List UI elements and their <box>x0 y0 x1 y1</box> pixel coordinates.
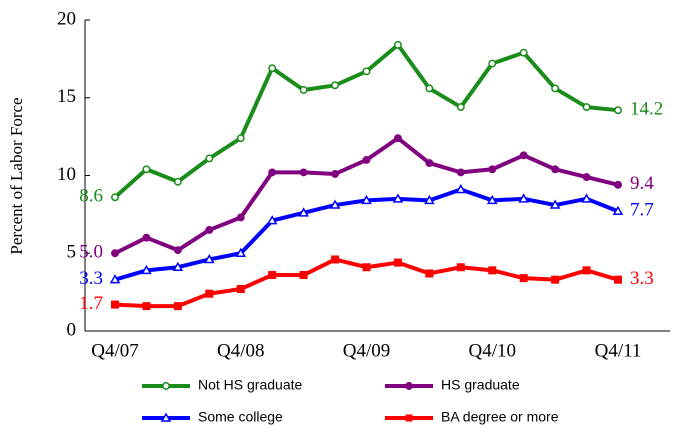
data-point <box>205 225 214 234</box>
x-tick-label: Q4/08 <box>217 340 265 361</box>
data-point <box>393 134 402 143</box>
data-point <box>393 258 402 267</box>
data-point <box>173 246 182 255</box>
data-point <box>299 271 308 280</box>
legend-label: HS graduate <box>441 377 520 393</box>
data-label: 8.6 <box>79 186 103 207</box>
y-tick-label: 20 <box>57 8 76 29</box>
data-point <box>299 86 308 94</box>
x-tick-label: Q4/09 <box>343 340 391 361</box>
data-point <box>519 274 528 283</box>
data-point <box>362 67 371 76</box>
data-point <box>173 177 182 186</box>
data-point <box>173 302 182 311</box>
data-point <box>488 59 497 68</box>
data-point <box>298 207 309 217</box>
data-point <box>362 156 371 164</box>
data-point <box>111 249 119 258</box>
legend-label: Not HS graduate <box>198 377 302 393</box>
data-point <box>425 84 434 93</box>
y-tick-label: 5 <box>67 242 77 263</box>
data-point <box>614 180 622 189</box>
data-point <box>142 233 151 242</box>
data-point <box>236 134 245 143</box>
y-axis-label: Percent of Labor Force <box>7 97 26 254</box>
data-point <box>551 275 560 284</box>
legend-label: BA degree or more <box>441 409 559 425</box>
x-tick-label: Q4/11 <box>595 340 642 361</box>
data-point <box>268 168 277 177</box>
data-label: 3.3 <box>79 268 103 289</box>
data-point <box>393 40 402 49</box>
data-point <box>329 199 341 209</box>
data-point <box>362 263 371 272</box>
data-point <box>519 48 528 57</box>
data-point <box>109 274 121 284</box>
data-point <box>488 266 497 275</box>
data-label: 1.7 <box>79 293 103 314</box>
data-point <box>236 285 245 294</box>
data-point <box>172 261 184 271</box>
data-point <box>612 205 624 216</box>
data-point <box>581 193 592 203</box>
y-tick-label: 15 <box>57 86 76 107</box>
data-point <box>299 168 308 177</box>
data-point <box>456 103 465 112</box>
data-point <box>425 269 434 278</box>
data-point <box>361 194 372 205</box>
data-label: 7.7 <box>630 200 654 221</box>
data-point <box>582 266 591 275</box>
data-point <box>549 199 561 209</box>
data-point <box>582 173 591 182</box>
x-tick-label: Q4/07 <box>91 340 139 361</box>
data-point <box>551 84 560 93</box>
data-point <box>614 106 622 115</box>
data-point <box>331 81 340 90</box>
data-point <box>392 193 404 203</box>
data-point <box>142 302 151 311</box>
x-tick-label: Q4/10 <box>469 340 517 361</box>
data-point <box>331 169 340 178</box>
data-point <box>235 247 247 257</box>
data-point <box>236 213 245 222</box>
data-point <box>488 165 497 174</box>
data-point <box>456 263 465 272</box>
data-point <box>205 289 214 298</box>
legend-marker <box>160 412 172 422</box>
data-point <box>111 193 119 202</box>
data-point <box>266 215 278 225</box>
data-point <box>614 275 622 284</box>
legend-marker <box>405 382 413 390</box>
data-point <box>486 194 498 205</box>
data-point <box>582 103 591 112</box>
data-label: 5.0 <box>79 242 103 263</box>
legend-marker <box>162 382 170 390</box>
legend-label: Some college <box>198 409 283 425</box>
data-label: 14.2 <box>630 99 663 120</box>
data-point <box>205 154 214 163</box>
data-point <box>331 255 340 264</box>
data-point <box>268 271 277 280</box>
data-point <box>142 165 151 174</box>
data-point <box>141 264 152 275</box>
legend-marker <box>405 414 413 422</box>
data-label: 3.3 <box>630 268 654 289</box>
data-point <box>519 151 528 160</box>
data-point <box>268 64 277 73</box>
data-point <box>518 193 529 203</box>
data-point <box>204 253 215 264</box>
data-label: 9.4 <box>630 173 654 194</box>
data-point <box>455 183 467 194</box>
data-point <box>424 194 435 205</box>
data-point <box>456 168 465 177</box>
data-point <box>551 165 560 174</box>
y-tick-label: 0 <box>67 319 77 340</box>
y-tick-label: 10 <box>57 164 76 185</box>
data-point <box>111 300 119 309</box>
data-point <box>425 159 434 168</box>
